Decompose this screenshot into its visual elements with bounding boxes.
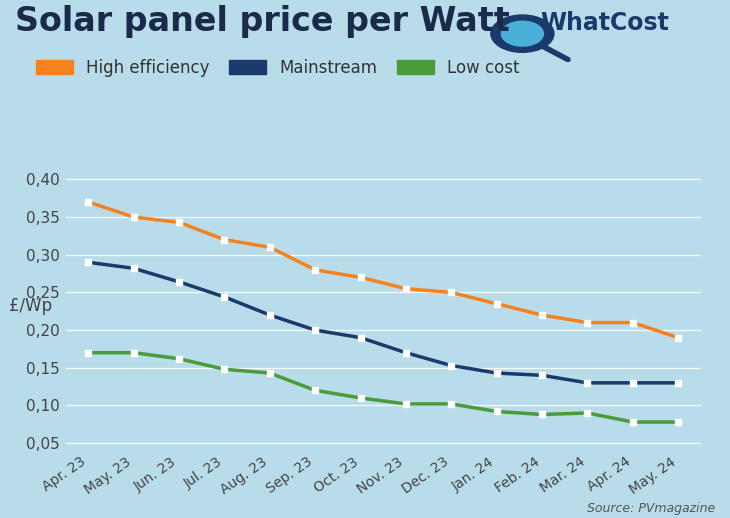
Y-axis label: £/Wp: £/Wp: [9, 297, 53, 314]
Text: Source: PVmagazine: Source: PVmagazine: [587, 502, 715, 515]
Text: Solar panel price per Watt: Solar panel price per Watt: [15, 5, 510, 38]
Circle shape: [491, 15, 554, 52]
Text: WhatCost: WhatCost: [540, 11, 669, 35]
Legend: High efficiency, Mainstream, Low cost: High efficiency, Mainstream, Low cost: [36, 59, 520, 77]
Circle shape: [502, 21, 543, 46]
